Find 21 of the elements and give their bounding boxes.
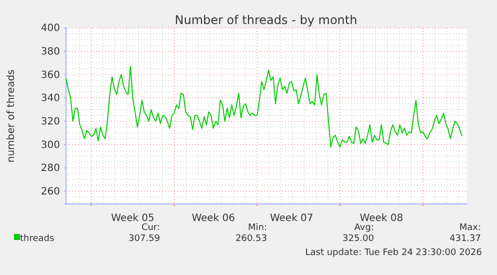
x-tick-label: Week 06	[192, 213, 236, 224]
y-tick-label: 400	[40, 23, 60, 34]
line-series	[66, 66, 462, 148]
y-tick-label: 300	[40, 140, 60, 151]
text: Max: 431.37	[450, 223, 481, 244]
y-tick-label: 260	[40, 186, 60, 198]
chart-title: Number of threads - by month	[174, 13, 358, 27]
x-tick-label: Week 08	[360, 213, 404, 224]
x-tick-label: Week 05	[111, 213, 154, 224]
y-tick-label: 360	[40, 70, 60, 81]
x-tick-label: Week 07	[270, 213, 314, 224]
y-tick-label: 320	[40, 116, 60, 128]
text: Avg: 325.00	[342, 223, 374, 244]
legend-label: threads	[20, 234, 54, 244]
y-tick-label: 340	[40, 93, 60, 104]
text: Last update: Tue Feb 24 23:30:00 2026	[305, 248, 482, 258]
y-axis-title: number of threads	[6, 69, 17, 163]
y-tick-label: 380	[40, 46, 60, 58]
text: Min: 260.53	[236, 223, 267, 244]
text: Cur: 307.59	[128, 223, 160, 244]
y-tick-label: 280	[40, 163, 60, 174]
